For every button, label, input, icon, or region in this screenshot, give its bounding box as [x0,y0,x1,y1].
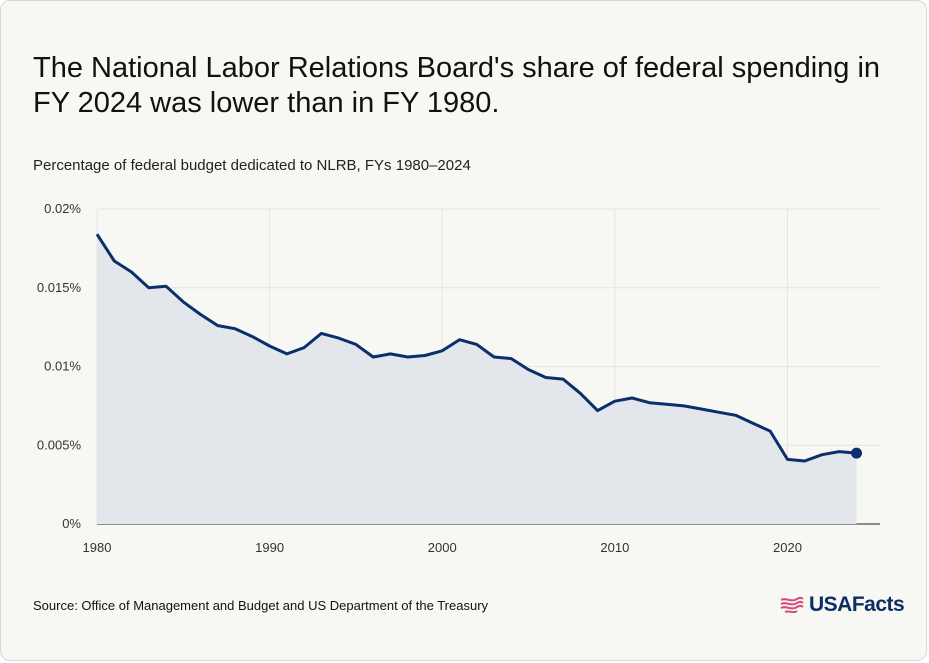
x-tick-label: 2010 [600,540,629,555]
area-fill [97,234,857,524]
points-layer [851,447,863,459]
ticks-layer: 0% 0.005% 0.01% 0.015% 0.02% 1980 1990 2000 2010… [37,201,802,555]
chart-subtitle: Percentage of federal budget dedicated t… [33,157,471,174]
brand-logo: USAFacts [779,593,905,617]
x-tick-label: 2020 [773,540,802,555]
x-tick-label: 1980 [83,540,112,555]
y-tick-label: 0.02% [44,201,81,216]
y-tick-label: 0.01% [44,359,81,374]
y-tick-label: 0% [62,516,81,531]
flag-icon [780,596,804,614]
brand-name: USAFacts [809,593,905,616]
chart-title: The National Labor Relations Board's sha… [33,52,881,119]
x-tick-label: 2000 [428,540,457,555]
y-tick-label: 0.015% [37,280,82,295]
end-point-marker [851,447,863,459]
y-tick-label: 0.005% [37,437,82,452]
source-note: Source: Office of Management and Budget … [33,598,489,613]
series-line [95,233,857,463]
x-tick-label: 1990 [255,540,284,555]
